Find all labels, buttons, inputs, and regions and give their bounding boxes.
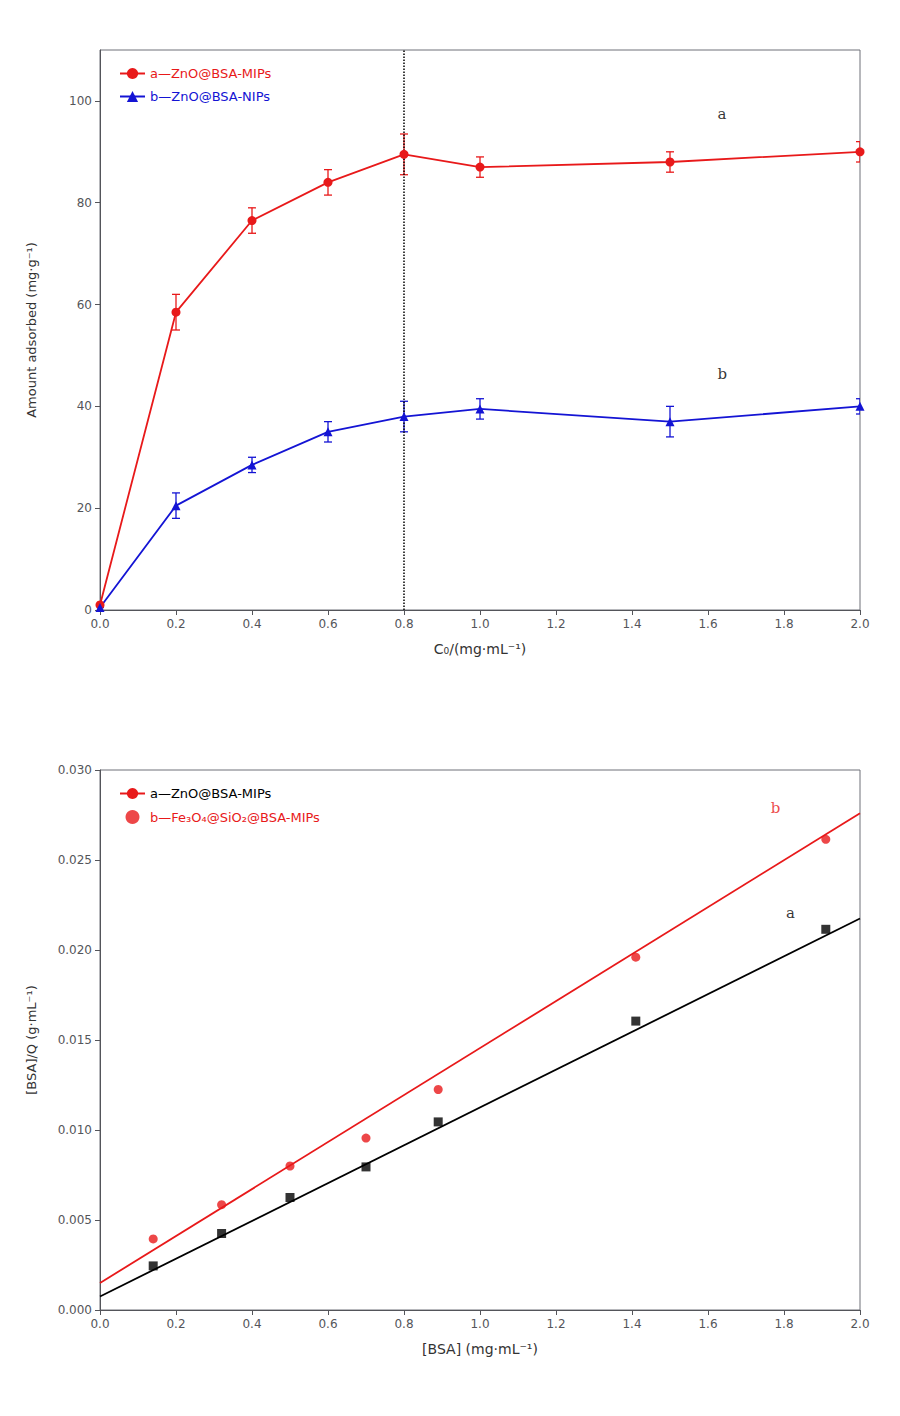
svg-text:40: 40 (77, 399, 92, 413)
svg-text:a: a (718, 105, 727, 123)
svg-text:20: 20 (77, 501, 92, 515)
svg-text:1.8: 1.8 (774, 1317, 793, 1331)
svg-text:0.025: 0.025 (58, 853, 92, 867)
svg-text:0.015: 0.015 (58, 1033, 92, 1047)
svg-text:0.2: 0.2 (166, 617, 185, 631)
svg-text:[BSA] (mg·mL⁻¹): [BSA] (mg·mL⁻¹) (422, 1341, 538, 1357)
svg-text:1.4: 1.4 (622, 617, 641, 631)
svg-text:0.6: 0.6 (318, 1317, 337, 1331)
svg-text:1.4: 1.4 (622, 1317, 641, 1331)
svg-text:60: 60 (77, 298, 92, 312)
svg-text:0.6: 0.6 (318, 617, 337, 631)
svg-text:1.0: 1.0 (470, 1317, 489, 1331)
svg-text:1.6: 1.6 (698, 1317, 717, 1331)
svg-text:a—ZnO@BSA-MIPs: a—ZnO@BSA-MIPs (150, 66, 271, 81)
svg-text:0.030: 0.030 (58, 763, 92, 777)
svg-text:0.2: 0.2 (166, 1317, 185, 1331)
svg-text:0.0: 0.0 (90, 1317, 109, 1331)
svg-text:b: b (771, 799, 781, 817)
svg-text:b—ZnO@BSA-NIPs: b—ZnO@BSA-NIPs (150, 89, 270, 104)
svg-text:2.0: 2.0 (850, 617, 869, 631)
svg-text:[BSA]/Q (g·mL⁻¹): [BSA]/Q (g·mL⁻¹) (24, 985, 39, 1094)
svg-text:0.8: 0.8 (394, 1317, 413, 1331)
svg-text:80: 80 (77, 196, 92, 210)
svg-text:0.000: 0.000 (58, 1303, 92, 1317)
svg-text:b—Fe₃O₄@SiO₂@BSA-MIPs: b—Fe₃O₄@SiO₂@BSA-MIPs (150, 810, 320, 825)
svg-text:0: 0 (84, 603, 92, 617)
svg-text:0.4: 0.4 (242, 617, 261, 631)
svg-text:0.4: 0.4 (242, 1317, 261, 1331)
svg-text:0.0: 0.0 (90, 617, 109, 631)
svg-text:0.8: 0.8 (394, 617, 413, 631)
svg-text:2.0: 2.0 (850, 1317, 869, 1331)
svg-text:Amount adsorbed (mg·g⁻¹): Amount adsorbed (mg·g⁻¹) (24, 242, 39, 418)
svg-text:a: a (786, 904, 795, 922)
svg-text:1.2: 1.2 (546, 1317, 565, 1331)
svg-text:C₀/(mg·mL⁻¹): C₀/(mg·mL⁻¹) (434, 641, 526, 657)
svg-text:100: 100 (69, 94, 92, 108)
svg-text:1.8: 1.8 (774, 617, 793, 631)
svg-text:0.020: 0.020 (58, 943, 92, 957)
svg-text:0.005: 0.005 (58, 1213, 92, 1227)
svg-text:a—ZnO@BSA-MIPs: a—ZnO@BSA-MIPs (150, 786, 271, 801)
svg-text:1.2: 1.2 (546, 617, 565, 631)
svg-text:1.6: 1.6 (698, 617, 717, 631)
svg-text:1.0: 1.0 (470, 617, 489, 631)
svg-text:b: b (718, 365, 728, 383)
svg-text:0.010: 0.010 (58, 1123, 92, 1137)
